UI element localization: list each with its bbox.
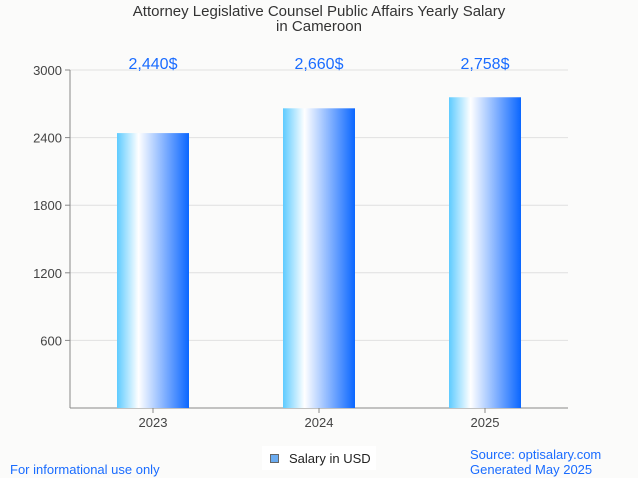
bar-2025	[449, 97, 521, 409]
y-tick-label: 2400	[33, 131, 62, 146]
value-label: 2,758$	[461, 56, 510, 73]
x-tick-label: 2025	[471, 415, 500, 430]
y-tick-label: 1200	[33, 266, 62, 281]
legend: Salary in USD	[262, 446, 376, 470]
chart-title-line1: Attorney Legislative Counsel Public Affa…	[132, 3, 506, 20]
legend-label: Salary in USD	[289, 450, 371, 466]
bar-2023	[117, 133, 189, 409]
footer-disclaimer: For informational use only	[10, 462, 160, 477]
y-tick-label: 1800	[33, 198, 62, 213]
value-label: 2,440$	[129, 56, 178, 73]
footer-generated: Generated May 2025	[470, 462, 593, 477]
value-label: 2,660$	[295, 56, 344, 73]
y-tick-label: 600	[40, 333, 62, 348]
footer-source: Source: optisalary.com	[470, 447, 602, 462]
bar-2024	[283, 108, 355, 408]
chart-title-line2: in Cameroon	[276, 18, 362, 35]
x-tick-label: 2024	[305, 415, 334, 430]
y-tick-label: 3000	[33, 63, 62, 78]
legend-swatch	[270, 453, 279, 463]
x-tick-label: 2023	[139, 415, 168, 430]
